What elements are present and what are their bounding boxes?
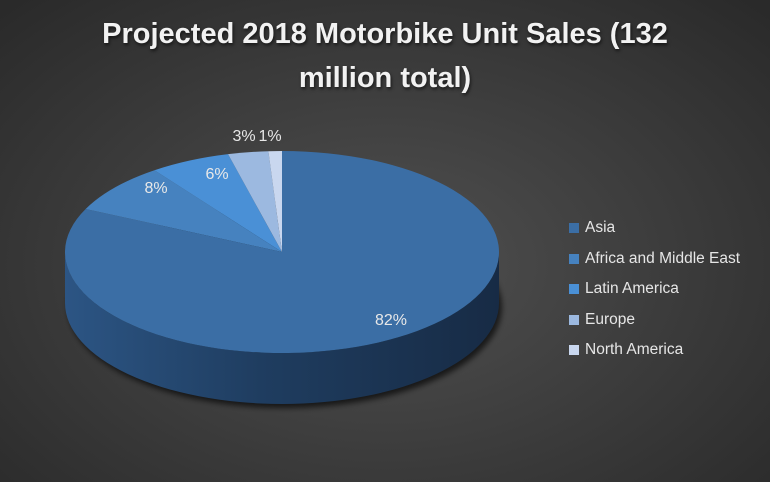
pie-slices: [64, 151, 499, 353]
data-label-north-america: 1%: [258, 128, 282, 145]
legend-swatch: [569, 284, 579, 295]
legend-label: North America: [585, 341, 684, 359]
legend-swatch: [569, 314, 579, 325]
legend-label: Africa and Middle East: [585, 249, 741, 267]
legend-item-africa-and-middle-east: Africa and Middle East: [569, 244, 740, 275]
legend-item-latin-america: Latin America: [569, 274, 740, 305]
legend-label: Asia: [585, 219, 616, 237]
pie-slice-asia: [64, 151, 499, 353]
legend-label: Europe: [585, 310, 635, 328]
chart-title-line-2: million total): [298, 62, 472, 94]
legend-swatch: [569, 345, 579, 356]
legend-item-north-america: North America: [569, 335, 740, 366]
chart-title-line-1: Projected 2018 Motorbike Unit Sales (132: [102, 18, 668, 50]
pie-slice-africa-and-middle-east: [85, 170, 282, 252]
data-label-asia: 82%: [374, 312, 408, 329]
legend-swatch: [569, 253, 579, 264]
legend: Asia Africa and Middle East Latin America E…: [569, 213, 740, 366]
data-label-africa-and-middle-east: 8%: [144, 180, 168, 197]
pie-slice-latin-america: [154, 154, 282, 252]
legend-swatch: [569, 223, 579, 234]
pie-slice-europe: [228, 151, 282, 252]
legend-item-europe: Europe: [569, 305, 740, 336]
pie-slice-north-america: [268, 151, 282, 252]
chart-title: Projected 2018 Motorbike Unit Sales (132…: [0, 12, 770, 100]
data-label-europe: 3%: [232, 128, 256, 145]
pie-side: [65, 252, 499, 404]
legend-label: Latin America: [585, 280, 679, 298]
legend-item-asia: Asia: [569, 213, 740, 244]
data-label-latin-america: 6%: [205, 166, 229, 183]
